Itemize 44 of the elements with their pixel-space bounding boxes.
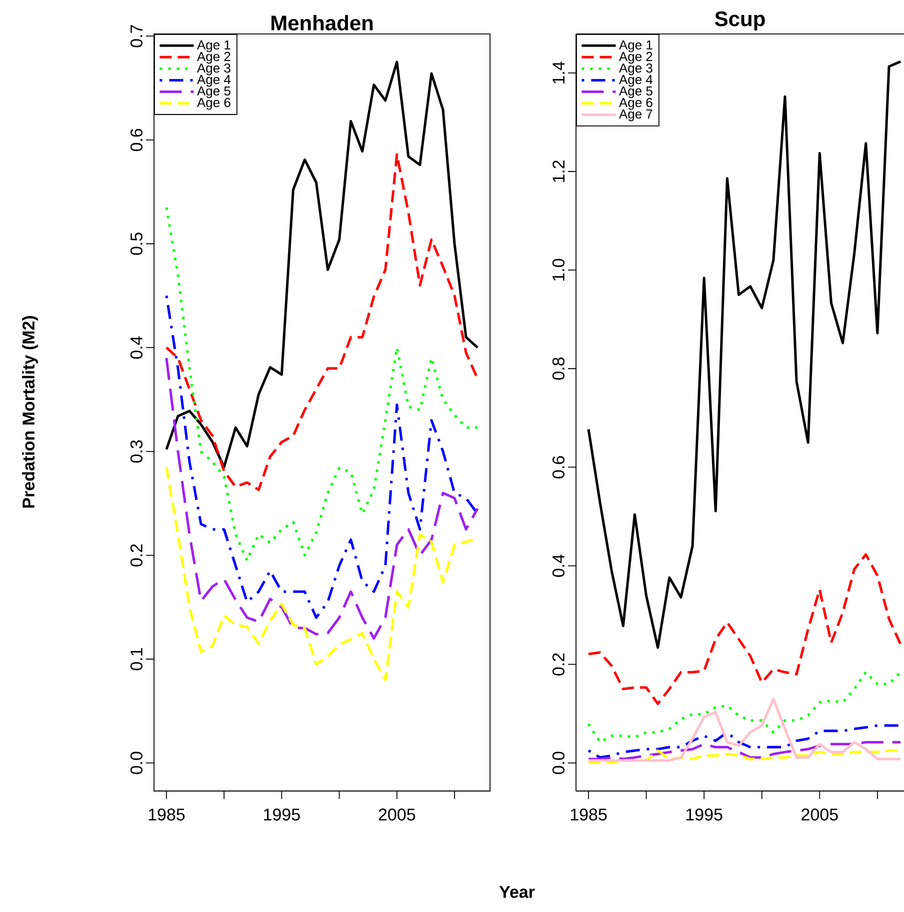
x-tick-label: 1995: [686, 808, 722, 821]
y-tick-label: 0.6: [130, 128, 142, 152]
y-tick-label: 0.3: [130, 440, 142, 463]
chart-title: Scup: [714, 11, 765, 30]
legend-label: Age 1: [196, 40, 230, 52]
legend-label: Age 5: [618, 86, 652, 98]
y-tick-label: 0.0: [130, 752, 142, 774]
y-tick-label: 1.4: [552, 62, 564, 84]
chart-title: Menhaden: [271, 15, 373, 30]
x-axis-title: Year: [499, 886, 535, 898]
y-tick-label: 0.4: [130, 336, 142, 359]
legend-label: Age 7: [618, 110, 652, 122]
legend-label: Age 6: [196, 98, 230, 110]
legend-label: Age 6: [618, 98, 652, 110]
y-tick-label: 0.1: [130, 648, 142, 670]
y-tick-label: 0.7: [130, 25, 142, 48]
line-series: [587, 553, 902, 706]
y-tick-label: 0.5: [130, 232, 142, 255]
x-tick-label: 1995: [264, 808, 300, 821]
legend-label: Age 2: [618, 52, 652, 64]
legend-label: Age 5: [196, 86, 230, 98]
legend-label: Age 1: [618, 40, 652, 52]
x-tick-label: 2005: [378, 808, 416, 821]
y-tick-label: 0.2: [552, 653, 564, 676]
x-tick-label: 1985: [148, 808, 185, 821]
legend-label: Age 2: [196, 52, 230, 64]
legend-label: Age 3: [618, 63, 652, 76]
y-tick-label: 0.2: [130, 544, 142, 566]
line-series: [165, 206, 479, 562]
y-tick-label: 0.8: [552, 358, 564, 380]
x-tick-label: 2005: [802, 808, 838, 821]
line-series: [165, 153, 479, 492]
line-series: [587, 670, 902, 744]
legend-label: Age 3: [196, 63, 230, 76]
line-series: [165, 356, 479, 640]
x-tick-label: 1985: [570, 808, 607, 821]
y-tick-label: 0.4: [552, 554, 564, 577]
legend-label: Age 4: [618, 75, 653, 87]
y-tick-label: 0.6: [552, 456, 564, 478]
y-axis-title: Predation Mortality (M2): [22, 316, 38, 508]
y-tick-label: 1.2: [552, 160, 564, 182]
y-tick-label: 0.0: [552, 752, 564, 774]
y-tick-label: 1.0: [552, 258, 564, 281]
legend-label: Age 4: [196, 75, 231, 87]
